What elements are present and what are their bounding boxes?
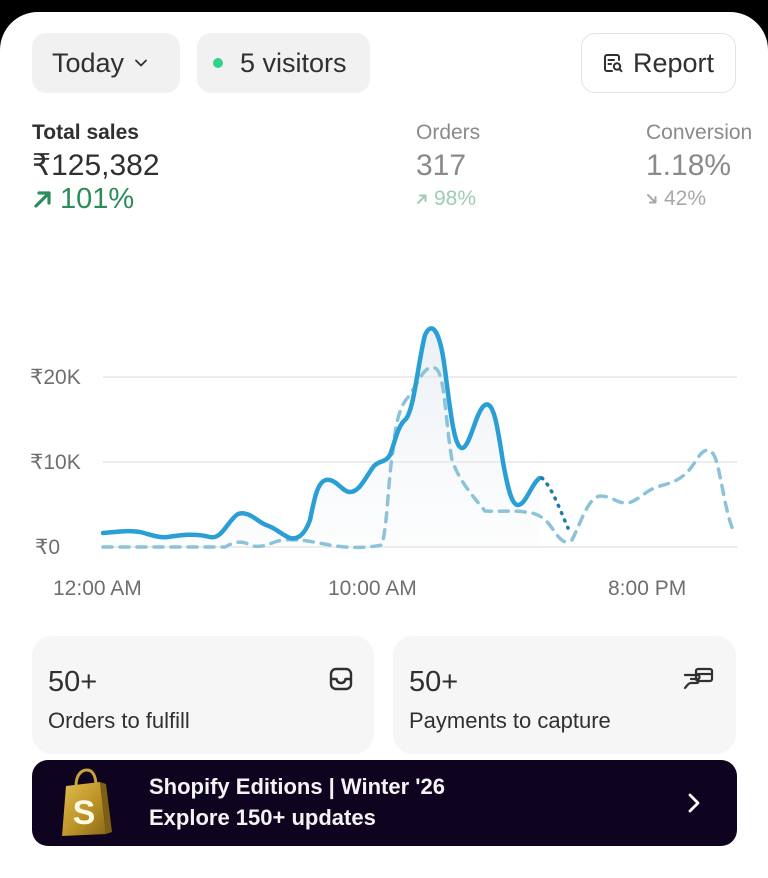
report-search-icon [604,54,623,73]
svg-text:S: S [73,794,96,832]
metric-orders[interactable]: Orders 317 98% [416,120,480,214]
visitors-label: 5 visitors [240,47,347,78]
metric-label: Conversion [646,121,753,144]
metric-delta-value: 98% [434,187,477,210]
report-button[interactable]: Report [581,33,736,93]
metric-delta: 101% [32,184,160,214]
metric-value: 1.18% [646,149,732,182]
chevron-down-icon [135,59,147,67]
x-tick-label: 10:00 AM [328,577,417,600]
orders-to-fulfill-card[interactable]: 50+ Orders to fulfill [32,636,374,754]
metric-delta: 98% [416,184,480,214]
arrow-up-right-icon [34,191,51,208]
shopify-editions-banner[interactable]: S Shopify Editions | Winter '26 Explore … [32,760,737,846]
banner-title: Shopify Editions | Winter '26 [149,774,445,799]
card-label: Orders to fulfill [48,708,190,733]
card-count: 50+ [409,666,459,698]
y-tick-label: ₹0 [35,536,61,559]
metric-label: Total sales [32,121,139,144]
y-tick-label: ₹10K [30,451,81,474]
shopify-bag-logo-icon: S [62,768,112,836]
x-tick-label: 8:00 PM [608,577,687,600]
x-tick-label: 12:00 AM [53,577,142,600]
date-filter-dropdown[interactable]: Today [32,33,180,93]
payments-to-capture-card[interactable]: 50+ Payments to capture [393,636,736,754]
metric-value: ₹125,382 [32,149,160,182]
arrow-down-right-icon [647,194,657,204]
live-visitors-button[interactable]: 5 visitors [197,33,370,93]
y-tick-label: ₹20K [30,366,81,389]
chevron-right-icon [688,793,700,813]
metric-value: 317 [416,149,467,182]
hand-card-icon [683,667,714,690]
date-filter-label: Today [52,47,125,78]
metric-delta: 42% [646,184,752,214]
metric-label: Orders [416,121,481,144]
metric-total-sales[interactable]: Total sales ₹125,382 101% [32,120,160,214]
live-dot-icon [213,58,223,68]
inbox-icon [329,667,353,691]
card-count: 50+ [48,666,98,698]
banner-subtitle: Explore 150+ updates [149,805,376,830]
metric-delta-value: 101% [60,183,135,215]
metric-delta-value: 42% [664,187,707,210]
report-label: Report [633,47,715,78]
metric-conversion[interactable]: Conversion 1.18% 42% [646,120,752,214]
card-label: Payments to capture [409,708,611,733]
arrow-up-right-icon [417,194,427,204]
